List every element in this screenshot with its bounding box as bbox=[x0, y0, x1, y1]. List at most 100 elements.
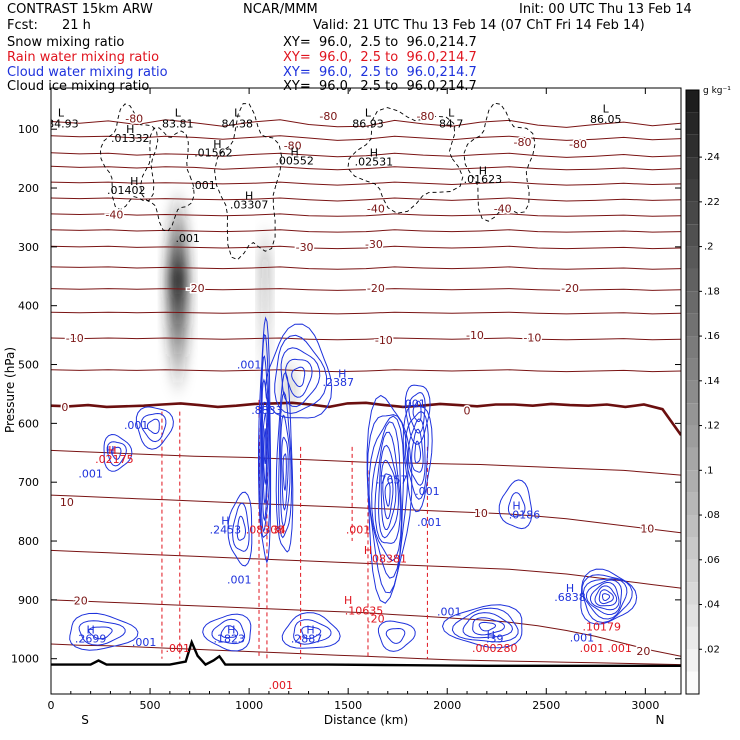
cloud-water-contour bbox=[261, 401, 269, 504]
valid-time: Valid: 21 UTC Thu 13 Feb 14 (07 ChT Fri … bbox=[313, 18, 645, 33]
cloud-water-contour bbox=[498, 479, 533, 530]
isotherm-label: -10 bbox=[523, 331, 541, 344]
cloud-water-contour bbox=[262, 412, 268, 486]
cloud-ice-outline bbox=[140, 127, 195, 232]
cloud-water-annotation: .001 bbox=[124, 419, 149, 432]
cloud-water-contour bbox=[236, 515, 247, 541]
isotherm-25 bbox=[51, 643, 681, 666]
ice-annotation: H bbox=[213, 138, 221, 151]
ice-annotation: L bbox=[365, 107, 372, 120]
isotherm-label: 10 bbox=[474, 507, 488, 520]
colorbar-segment bbox=[686, 649, 699, 672]
isotherm-label: 20 bbox=[636, 645, 650, 658]
colorbar-tick-label: .12 bbox=[704, 421, 720, 432]
cloud-water-contour bbox=[412, 400, 422, 423]
cloud-ice-contours bbox=[99, 102, 536, 261]
x-tick-label: 1000 bbox=[235, 699, 263, 712]
field-cloudwater-xy: XY= 96.0, 2.5 to 96.0,214.7 bbox=[283, 65, 477, 80]
colorbar-segment bbox=[686, 291, 699, 314]
ice-annotation: 84.38 bbox=[221, 117, 253, 130]
colorbar-tick-label: .18 bbox=[704, 286, 720, 297]
colorbar-segment bbox=[686, 447, 699, 471]
cloud-water-annotation: .001 bbox=[417, 516, 442, 529]
rain-annotation: 34 bbox=[272, 523, 286, 536]
cloud-water-annotation: .001 bbox=[78, 467, 103, 480]
cloud-water-annotation: .7657 bbox=[376, 473, 408, 486]
colorbar-tick-label: .2 bbox=[704, 242, 714, 253]
colorbar-segment bbox=[686, 537, 699, 560]
cloud-water-contour bbox=[472, 617, 506, 636]
rain-annotation: .001 bbox=[269, 679, 294, 692]
y-tick-label: 300 bbox=[18, 241, 39, 254]
cloud-water-contours bbox=[69, 316, 638, 652]
colorbar-segment bbox=[686, 179, 699, 202]
y-tick-label: 500 bbox=[18, 359, 39, 372]
x-tick-label: 1500 bbox=[334, 699, 362, 712]
cloud-water-contour bbox=[106, 441, 127, 467]
cloud-water-contour bbox=[88, 626, 113, 640]
cloud-water-contour bbox=[580, 568, 638, 625]
cloud-water-contour bbox=[110, 446, 122, 460]
cloud-water-annotation: .2453 bbox=[210, 523, 242, 536]
cloud-water-contour bbox=[146, 418, 160, 434]
x-tick-label: 0 bbox=[48, 699, 55, 712]
field-rain-xy: XY= 96.0, 2.5 to 96.0,214.7 bbox=[283, 50, 477, 65]
isotherm-label: -40 bbox=[494, 203, 512, 216]
cloud-water-annotation: H bbox=[566, 582, 574, 595]
colorbar-segment bbox=[686, 559, 699, 583]
snow-shading-layer bbox=[167, 185, 295, 424]
cloud-water-contour bbox=[382, 473, 394, 520]
colorbar-tick-label: .08 bbox=[704, 510, 720, 521]
isotherm-label: -10 bbox=[375, 334, 393, 347]
colorbar-segment bbox=[686, 201, 699, 225]
rain-annotation: .000280 bbox=[472, 642, 518, 655]
isotherm-label: -80 bbox=[319, 110, 337, 123]
rain-annotation: .02175 bbox=[95, 453, 134, 466]
cloud-water-contour bbox=[598, 589, 614, 605]
isotherm-label: 10 bbox=[60, 496, 74, 509]
south-label: S bbox=[81, 713, 89, 727]
colorbar-segment bbox=[686, 403, 699, 426]
cloud-water-annotation: H bbox=[86, 623, 94, 636]
x-tick-label: 500 bbox=[140, 699, 161, 712]
y-tick-label: 700 bbox=[18, 476, 39, 489]
init-time: Init: 00 UTC Thu 13 Feb 14 bbox=[519, 2, 692, 17]
cloud-water-contour bbox=[368, 415, 405, 579]
cloud-water-contour bbox=[278, 390, 293, 539]
rain-annotation: H bbox=[364, 544, 372, 557]
cloud-water-contour bbox=[282, 453, 287, 492]
y-tick-label: 200 bbox=[18, 182, 39, 195]
cloud-water-annotation: .2887 bbox=[291, 633, 323, 646]
rain-annotation: .001 bbox=[166, 642, 191, 655]
colorbar-segment bbox=[686, 492, 699, 516]
isotherm-label: 20 bbox=[74, 594, 88, 607]
ice-annotation: .00552 bbox=[275, 154, 314, 167]
colorbar: .02 .04 .06 .08 .1 .12 .14 .16 .18 .2 .22 .24 bbox=[685, 89, 720, 695]
rain-annotation: H bbox=[108, 444, 116, 457]
cloud-water-contour bbox=[371, 421, 402, 562]
cloud-water-contour bbox=[202, 613, 252, 652]
cloud-water-contour bbox=[259, 333, 271, 538]
isotherm--80 bbox=[51, 119, 681, 128]
colorbar-segment bbox=[686, 268, 699, 292]
ice-annotation: 84.93 bbox=[47, 117, 79, 130]
cloud-water-contour bbox=[478, 621, 497, 632]
y-tick-label: 600 bbox=[18, 417, 39, 430]
rain-annotation: .08308 bbox=[246, 523, 285, 536]
rain-annotation: .20 bbox=[367, 613, 385, 626]
field-snow-name: Snow mixing ratio bbox=[7, 35, 125, 50]
plot-frame bbox=[50, 87, 682, 695]
cloud-ice-outline bbox=[347, 107, 464, 214]
cloud-water-contour bbox=[380, 459, 397, 531]
cloud-water-annotation: .001 bbox=[132, 636, 157, 649]
terrain-line bbox=[51, 638, 681, 667]
colorbar-tick-label: .16 bbox=[704, 331, 720, 342]
ice-annotation: L bbox=[234, 107, 241, 120]
cloud-water-annotation: H bbox=[512, 500, 520, 513]
axes: 0 500 1000 1500 2000 2500 30001002003004005006… bbox=[11, 88, 681, 712]
colorbar-segment bbox=[686, 470, 699, 493]
ice-annotation: L bbox=[58, 107, 65, 120]
ice-annotation: H bbox=[245, 190, 253, 203]
colorbar-tick-label: .1 bbox=[704, 465, 714, 476]
